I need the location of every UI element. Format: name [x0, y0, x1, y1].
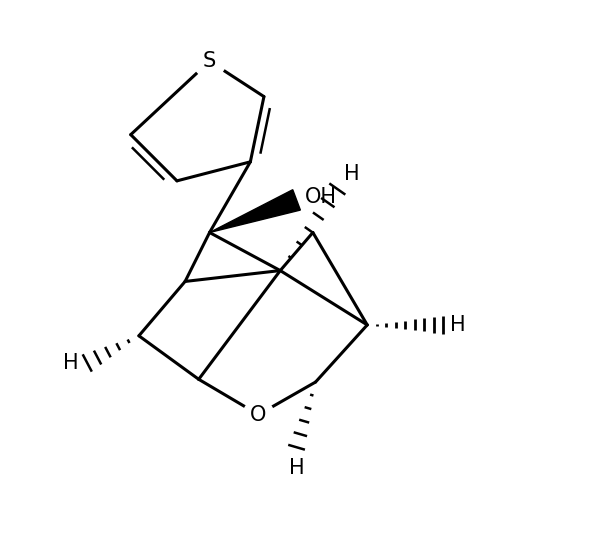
Text: S: S [203, 51, 216, 71]
Text: OH: OH [305, 187, 336, 207]
Polygon shape [210, 190, 300, 232]
Text: O: O [250, 405, 267, 424]
Circle shape [243, 400, 274, 430]
Text: H: H [289, 458, 304, 478]
Text: H: H [450, 315, 466, 335]
Text: H: H [344, 163, 359, 184]
Text: H: H [63, 353, 79, 373]
Circle shape [193, 45, 226, 78]
